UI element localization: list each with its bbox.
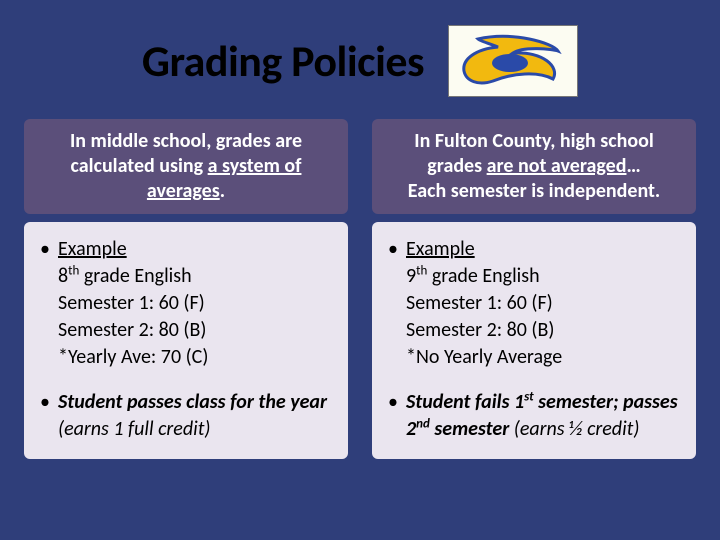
left-line-4: *Yearly Ave: 70 (C) xyxy=(58,345,208,369)
left-outcome-rest: (earns 1 full credit) xyxy=(58,417,210,441)
left-outcome-bullet: • Student passes class for the year (ear… xyxy=(40,389,332,443)
left-header-post: . xyxy=(220,179,225,203)
right-header-l2: Each semester is independent. xyxy=(408,179,661,203)
right-outcome-sup1: st xyxy=(524,389,533,404)
right-header-l1-post: … xyxy=(626,154,640,178)
title-row: Grading Policies xyxy=(24,25,696,97)
logo-icon xyxy=(458,31,568,91)
right-outcome-bullet: • Student fails 1st semester; passes 2nd… xyxy=(388,389,680,443)
right-header-l1-u: are not averaged xyxy=(487,154,627,178)
right-example-label: Example xyxy=(406,237,475,261)
left-line-3: Semester 2: 80 (B) xyxy=(58,318,206,342)
left-content: • Example 8th grade English Semester 1: … xyxy=(24,222,348,459)
left-outcome-bold: Student passes class for the year xyxy=(58,390,327,414)
bullet-icon: • xyxy=(40,236,58,371)
right-example-bullet: • Example 9th grade English Semester 1: … xyxy=(388,236,680,371)
left-line-2: Semester 1: 60 (F) xyxy=(58,291,205,315)
bullet-icon: • xyxy=(40,389,58,443)
right-line-4: *No Yearly Average xyxy=(406,345,562,369)
left-header: In middle school, grades are calculated … xyxy=(24,119,348,214)
right-outcome-rest: (earns ½ credit) xyxy=(509,417,639,441)
right-outcome-text: Student fails 1st semester; passes 2nd s… xyxy=(406,389,680,443)
left-outcome-text: Student passes class for the year (earns… xyxy=(58,389,332,443)
right-header: In Fulton County, high school grades are… xyxy=(372,119,696,214)
school-logo xyxy=(448,25,578,97)
left-column: In middle school, grades are calculated … xyxy=(24,119,348,459)
right-line-2: Semester 1: 60 (F) xyxy=(406,291,553,315)
page-title: Grading Policies xyxy=(142,34,424,88)
left-example-bullet: • Example 8th grade English Semester 1: … xyxy=(40,236,332,371)
bullet-icon: • xyxy=(388,389,406,443)
right-column: In Fulton County, high school grades are… xyxy=(372,119,696,459)
left-example-label: Example xyxy=(58,237,127,261)
right-line-3: Semester 2: 80 (B) xyxy=(406,318,554,342)
right-outcome-postbold: semester xyxy=(430,417,509,441)
right-outcome-sup2: nd xyxy=(416,416,430,431)
right-example-text: Example 9th grade English Semester 1: 60… xyxy=(406,236,680,371)
left-example-text: Example 8th grade English Semester 1: 60… xyxy=(58,236,332,371)
right-outcome-pre: Student fails 1 xyxy=(406,390,524,414)
right-content: • Example 9th grade English Semester 1: … xyxy=(372,222,696,459)
bullet-icon: • xyxy=(388,236,406,371)
columns: In middle school, grades are calculated … xyxy=(24,119,696,459)
